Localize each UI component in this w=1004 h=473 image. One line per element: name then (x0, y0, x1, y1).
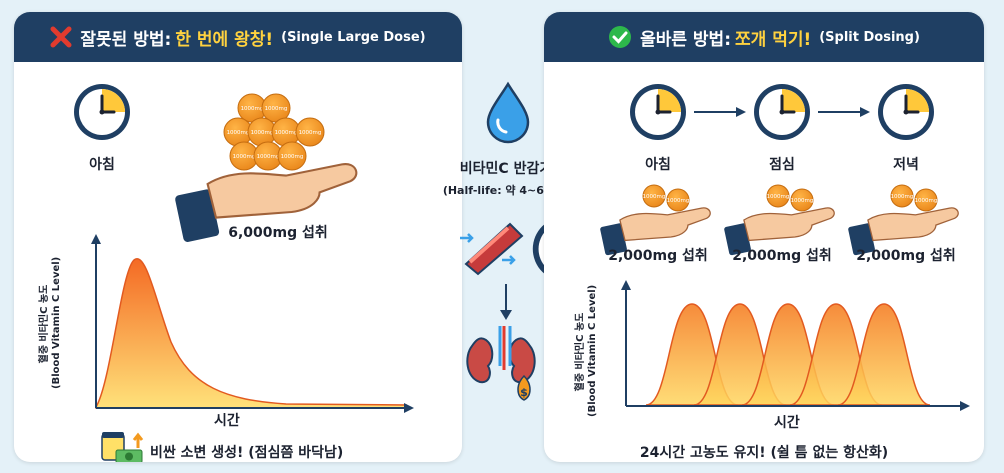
y-axis-label-left: 혈중 비타민C 농도 (Blood Vitamin C Level) (39, 256, 63, 389)
pill-4-label: 1000mg (251, 130, 274, 136)
pill-9 (277, 141, 307, 171)
wrong-method-subtitle: (Single Large Dose) (281, 29, 426, 45)
dose-peak-5 (837, 303, 931, 406)
time-label-morning: 아침 (89, 157, 115, 173)
clock-icon-evening (876, 82, 936, 142)
half-life-title: 비타민C 반감기 (459, 161, 553, 177)
y-axis-label-left-ko: 혈중 비타민C 농도 (39, 284, 50, 364)
wrong-method-highlight: 한 번에 왕창! (175, 29, 274, 50)
pill-pair-2-b (914, 188, 938, 212)
footer-right: 24시간 고농도 유지! (쉴 틈 없는 항산화) (639, 445, 889, 461)
right-method-subtitle: (Split Dosing) (819, 29, 920, 45)
water-drop-icon (486, 81, 530, 144)
check-circle-icon (608, 25, 632, 49)
wrong-method-title: 잘못된 방법: (80, 29, 172, 50)
right-method-highlight: 쪼개 먹기! (735, 29, 812, 50)
pill-6-label: 1000mg (299, 130, 322, 136)
time-label-evening: 저녁 (893, 157, 919, 173)
pill-5-label: 1000mg (275, 130, 298, 136)
half-life-subtitle: (Half-life: 약 4~6시간) (442, 184, 570, 197)
kidneys-icon: $ (466, 326, 536, 401)
arrow-right-icon-1 (694, 107, 746, 117)
pill-1-label: 1000mg (241, 106, 264, 112)
dose-label-morning: 2,000mg 섭취 (608, 248, 708, 264)
time-label-noon: 점심 (769, 157, 795, 173)
dose-label-evening: 2,000mg 섭취 (856, 248, 956, 264)
pill-pair-0-b-label: 1000mg (667, 198, 690, 204)
pill-pair-0-a (642, 184, 666, 208)
pill-pair-1-a-label: 1000mg (767, 194, 790, 200)
y-axis-label-left-en: (Blood Vitamin C Level) (51, 256, 62, 389)
pill-pair-2-a (890, 184, 914, 208)
footer-left: 비싼 소변 생성! (점심쯤 바닥남) (150, 445, 344, 461)
right-method-panel: 올바른 방법: 쪼개 먹기! (Split Dosing) 아침 점심 저녁 1… (544, 12, 984, 462)
time-label-morning-right: 아침 (645, 157, 671, 173)
blood-vessel-icon (460, 222, 524, 276)
dose-label-noon: 2,000mg 섭취 (732, 248, 832, 264)
x-axis-label-left: 시간 (214, 413, 240, 429)
y-axis-label-right: 혈중 비타민C 농도 (Blood Vitamin C Level) (575, 284, 599, 417)
pill-6 (295, 117, 325, 147)
pill-2-label: 1000mg (265, 106, 288, 112)
pill-pair-1-b-label: 1000mg (791, 198, 814, 204)
pill-pair-0-b (666, 188, 690, 212)
split-dose-curve (621, 280, 970, 411)
pill-pair-2-b-label: 1000mg (915, 198, 938, 204)
pill-3-label: 1000mg (227, 130, 250, 136)
x-mark-icon (50, 26, 72, 48)
clock-icon-morning (628, 82, 688, 142)
clock-icon (72, 82, 132, 142)
y-axis-label-right-ko: 혈중 비타민C 농도 (575, 312, 586, 392)
pill-7-label: 1000mg (233, 154, 256, 160)
clock-icon-noon (752, 82, 812, 142)
pill-8-label: 1000mg (257, 154, 280, 160)
single-dose-curve (91, 234, 414, 413)
arrow-right-icon-2 (818, 107, 870, 117)
wrong-method-panel: 잘못된 방법: 한 번에 왕창! (Single Large Dose) 아침 … (14, 12, 462, 462)
pill-pair-1-b (790, 188, 814, 212)
sparkle-icon (954, 424, 978, 448)
pill-pair-0-a-label: 1000mg (643, 194, 666, 200)
pill-pair-2-a-label: 1000mg (891, 194, 914, 200)
urine-cup-money-icon (101, 432, 144, 462)
x-axis-label-right: 시간 (774, 415, 800, 431)
right-method-title: 올바른 방법: (640, 29, 731, 50)
dose-label-left: 6,000mg 섭취 (228, 225, 328, 241)
wrong-method-banner: 잘못된 방법: 한 번에 왕창! (Single Large Dose) (14, 12, 462, 62)
y-axis-label-right-en: (Blood Vitamin C Level) (587, 284, 598, 417)
svg-text:$: $ (520, 386, 528, 399)
right-method-banner: 올바른 방법: 쪼개 먹기! (Split Dosing) (544, 12, 984, 62)
pill-pair-1-a (766, 184, 790, 208)
down-arrow-icon (500, 284, 512, 320)
pill-9-label: 1000mg (281, 154, 304, 160)
